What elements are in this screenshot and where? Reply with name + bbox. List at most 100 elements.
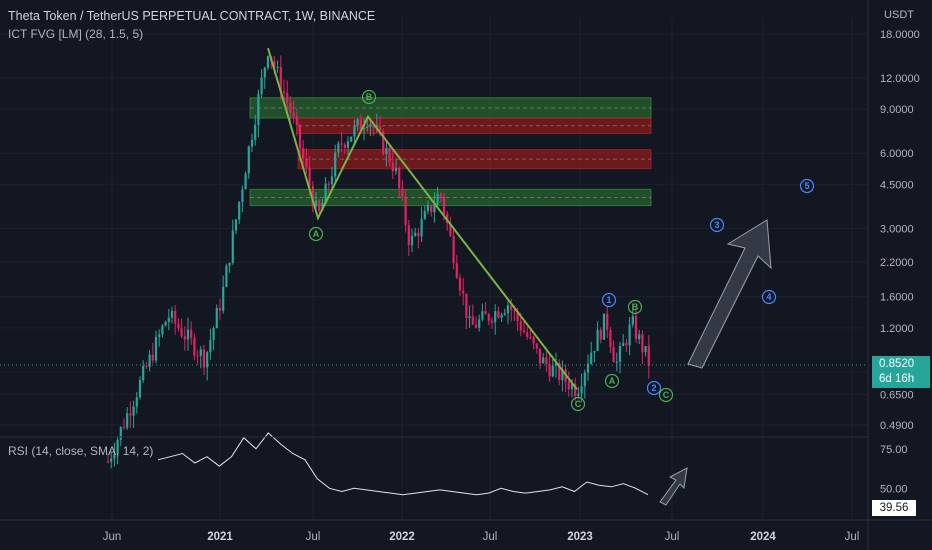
time-tick: Jul [665, 531, 680, 543]
candle-down [318, 200, 321, 211]
wave-label-b-circle [361, 89, 377, 105]
rsi-tick: 75.00 [880, 444, 908, 456]
candle-up [276, 67, 279, 69]
candle-down [122, 427, 126, 429]
candle-down [625, 343, 628, 346]
candle-down [388, 147, 391, 163]
candle-up [244, 173, 247, 190]
minor-wave-label-b-circle [627, 299, 643, 315]
candle-up [138, 380, 142, 398]
candle-down [599, 329, 602, 340]
candle-down [462, 290, 465, 294]
candle-up [410, 235, 414, 246]
candle-up [113, 454, 116, 459]
bullish-fvg-zone [249, 97, 652, 119]
candle-up [420, 218, 423, 237]
candle-down [305, 158, 308, 168]
candle-up [324, 183, 327, 203]
candle-up [148, 354, 151, 367]
candle-up [596, 329, 599, 351]
candle-down [145, 366, 148, 368]
candle-up [330, 176, 334, 185]
indicator-legend[interactable]: ICT FVG [LM] (28, 1.5, 5) [8, 27, 144, 41]
candle-down [567, 381, 570, 390]
minor-wave-label-a-circle [604, 373, 620, 389]
candle-up [154, 336, 158, 361]
candle-up [337, 143, 340, 153]
time-tick: Jul [483, 531, 498, 543]
price-tick: 2.2000 [880, 257, 914, 269]
candle-down [510, 305, 513, 310]
price-tick: 0.4900 [880, 420, 914, 432]
candle-down [522, 330, 526, 333]
candle-down [535, 343, 538, 349]
candle-up [353, 125, 356, 137]
rsi-tick: 50.00 [880, 483, 908, 495]
candle-down [308, 167, 311, 186]
candle-down [439, 193, 442, 197]
candle-down [190, 329, 193, 338]
wave-label-4: 4 [766, 292, 771, 302]
candle-up [158, 334, 161, 337]
candle-up [644, 346, 647, 353]
candle-up [583, 372, 586, 387]
candle-down [292, 112, 295, 117]
candle-up [212, 328, 215, 341]
candle-down [449, 223, 452, 236]
time-tick: 2022 [389, 531, 415, 543]
chart-title: Theta Token / TetherUS PERPETUAL CONTRAC… [8, 9, 376, 23]
candle-up [314, 200, 318, 207]
candle-up [116, 439, 119, 455]
candle-up [350, 136, 353, 142]
candle-down [174, 310, 177, 324]
candle-up [590, 352, 593, 364]
candle-down [490, 320, 494, 323]
candle-up [551, 365, 554, 377]
candle-up [362, 127, 366, 130]
minor-wave-label-c: C [663, 390, 670, 400]
candle-down [295, 116, 298, 125]
candle-down [193, 337, 196, 356]
wave-label-2-circle [646, 380, 662, 396]
candle-down [177, 323, 180, 329]
candle-down [545, 357, 548, 365]
candle-down [647, 346, 650, 366]
candle-up [161, 325, 164, 335]
candle-up [142, 366, 145, 381]
wave-zigzag-line [267, 47, 578, 391]
candle-up [638, 334, 641, 339]
wave-label-4-circle [761, 289, 777, 305]
candle-up [222, 286, 225, 311]
candle-down [558, 363, 561, 381]
candle-down [183, 336, 186, 340]
candle-down [282, 91, 286, 94]
minor-wave-label-a: A [609, 376, 616, 386]
candle-down [497, 311, 500, 318]
candle-down [519, 320, 522, 331]
wave-label-a-circle [308, 226, 324, 242]
wave-label-c: C [575, 399, 582, 409]
price-tick: 9.0000 [880, 104, 914, 116]
candle-down [455, 263, 458, 278]
currency-label: USDT [884, 9, 914, 21]
candle-up [423, 211, 426, 219]
wave-label-3: 3 [714, 220, 719, 230]
candle-up [369, 124, 372, 127]
minor-wave-label-b: B [632, 302, 639, 312]
candle-down [398, 168, 401, 189]
candle-up [206, 352, 209, 368]
candle-up [602, 313, 606, 340]
candle-down [609, 330, 612, 347]
candle-down [452, 235, 455, 264]
rsi-value-tag: 39.56 [872, 500, 916, 516]
candle-up [618, 346, 622, 362]
candle-down [458, 277, 462, 291]
candle-down [404, 196, 407, 226]
candle-up [577, 393, 580, 396]
candle-down [526, 332, 529, 337]
candle-up [426, 205, 430, 212]
price-tick: 4.5000 [880, 179, 914, 191]
rsi-legend[interactable]: RSI (14, close, SMA, 14, 2) [8, 444, 154, 458]
candle-up [580, 386, 583, 394]
